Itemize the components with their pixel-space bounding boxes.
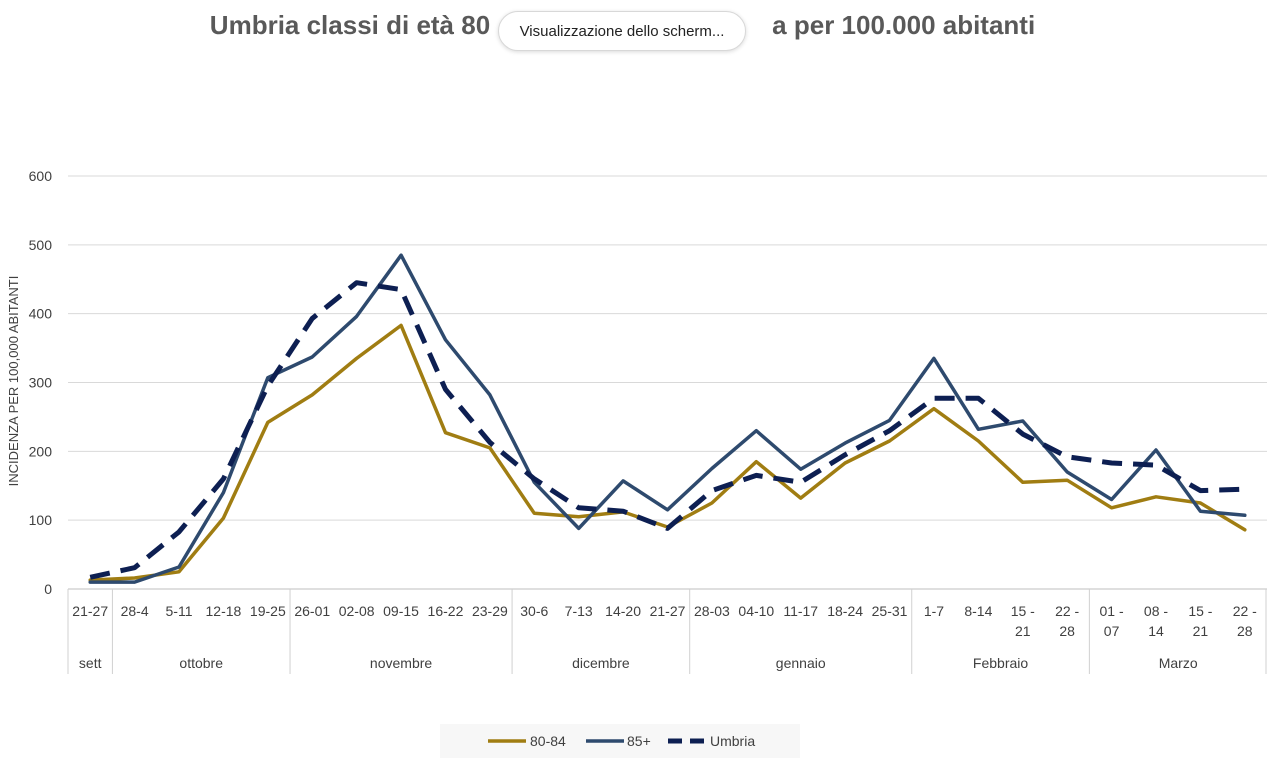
x-tick-label: 11-17: [783, 603, 818, 619]
month-group-label: gennaio: [776, 655, 826, 671]
y-tick-label: 200: [29, 443, 53, 459]
x-tick-label: 1-7: [924, 603, 944, 619]
x-tick-label: 5-11: [166, 603, 193, 619]
legend-label: 85+: [627, 733, 651, 749]
x-tick-label: 28-4: [121, 603, 149, 619]
gridlines: [68, 175, 1267, 521]
x-tick-label: 28-03: [694, 603, 730, 619]
series-line-umbria: [89, 280, 1245, 580]
x-tick-label: 15 -21: [1188, 603, 1212, 639]
x-tick-label: 14-20: [605, 603, 641, 619]
chart-title-left: Umbria classi di età 80: [209, 10, 491, 40]
month-group-label: Febbraio: [973, 655, 1028, 671]
y-tick-label: 0: [44, 581, 52, 597]
x-tick-label: 22 -28: [1233, 603, 1257, 639]
y-tick-label: 100: [29, 512, 53, 528]
x-tick-label: 12-18: [206, 603, 242, 619]
x-tick-label: 08 -14: [1144, 603, 1168, 639]
x-tick-label: 09-15: [383, 603, 419, 619]
month-group-label: Marzo: [1159, 655, 1198, 671]
y-tick-label: 500: [29, 237, 53, 253]
y-axis-title: INCIDENZA PER 100,000 ABITANTI: [6, 276, 21, 487]
x-tick-label: 22 -28: [1055, 603, 1079, 639]
series-lines: [88, 253, 1247, 584]
month-group-label: ottobre: [179, 655, 223, 671]
x-tick-label: 30-6: [520, 603, 548, 619]
x-tick-label: 02-08: [339, 603, 375, 619]
x-tick-label: 21-27: [650, 603, 686, 619]
legend: 80-84 85+ Umbria: [488, 733, 755, 749]
x-tick-label: 15 -21: [1011, 603, 1035, 639]
x-tick-label: 01 -07: [1100, 603, 1124, 639]
x-tick-label: 8-14: [964, 603, 992, 619]
y-tick-label: 600: [29, 168, 53, 184]
month-group-label: dicembre: [572, 655, 630, 671]
series-line-80-84: [88, 323, 1247, 582]
y-tick-label: 400: [29, 306, 53, 322]
x-tick-label: 16-22: [428, 603, 464, 619]
x-tick-label: 26-01: [294, 603, 330, 619]
x-tick-label: 25-31: [872, 603, 908, 619]
x-tick-label: 04-10: [738, 603, 774, 619]
month-group-label: sett: [79, 655, 102, 671]
chart-title: Umbria classi di età 80 a per 100.000 abi…: [0, 10, 1245, 41]
y-tick-label: 300: [29, 375, 53, 391]
legend-label: 80-84: [530, 733, 566, 749]
legend-label: Umbria: [710, 733, 755, 749]
chart-title-right: a per 100.000 abitanti: [772, 10, 1036, 40]
x-tick-label: 21-27: [72, 603, 108, 619]
month-group-label: novembre: [370, 655, 432, 671]
x-tick-label: 19-25: [250, 603, 286, 619]
x-tick-label: 23-29: [472, 603, 508, 619]
screen-sharing-tooltip[interactable]: Visualizzazione dello scherm...: [498, 11, 746, 51]
x-tick-label: 18-24: [827, 603, 863, 619]
axes: 0 100 200 300 400 500 600 21-27 28-4 5-11 12-18 19-…: [29, 168, 1267, 674]
series-line-85: [88, 253, 1247, 584]
x-tick-label: 7-13: [565, 603, 593, 619]
